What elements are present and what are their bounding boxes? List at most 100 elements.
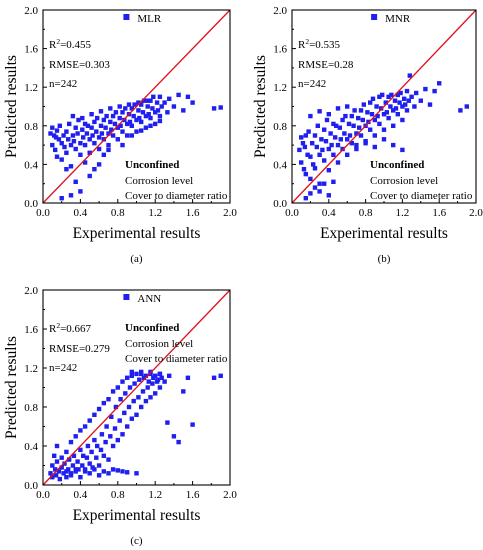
data-point	[181, 389, 186, 394]
data-point	[391, 142, 396, 148]
data-point	[109, 414, 114, 419]
data-point	[75, 459, 80, 464]
data-point	[358, 133, 364, 138]
panel-label: (c)	[130, 535, 143, 547]
data-point	[167, 373, 172, 378]
condition-title: Unconfined	[125, 159, 179, 171]
data-point	[129, 106, 134, 111]
data-point	[393, 106, 399, 111]
data-point	[115, 437, 120, 443]
data-point	[427, 102, 433, 107]
data-point	[134, 117, 139, 123]
data-point	[308, 154, 313, 159]
data-point	[108, 119, 113, 125]
data-point	[310, 141, 315, 146]
data-point	[150, 106, 155, 111]
data-point	[340, 117, 345, 123]
x-tick-label: 1.2	[148, 489, 162, 501]
data-point	[76, 467, 81, 472]
x-tick-label: 1.6	[186, 489, 200, 501]
data-point	[56, 469, 62, 474]
data-point	[343, 113, 348, 119]
data-point	[92, 467, 97, 472]
data-point	[94, 129, 99, 134]
data-point	[372, 117, 377, 123]
data-point	[136, 100, 141, 105]
data-point	[101, 137, 106, 142]
y-tick-label: 2.0	[273, 5, 287, 17]
data-point	[140, 110, 146, 115]
data-point	[157, 118, 163, 124]
data-point	[145, 98, 150, 103]
data-point	[300, 141, 306, 146]
data-point	[319, 137, 324, 142]
data-point	[354, 142, 359, 148]
data-point	[50, 475, 55, 480]
data-point	[148, 115, 153, 121]
data-point	[365, 110, 370, 115]
data-point	[432, 88, 437, 94]
data-point	[50, 463, 55, 468]
y-tick-label: 0.8	[273, 121, 287, 133]
data-point	[315, 123, 320, 128]
data-point	[352, 108, 357, 113]
data-point	[326, 146, 331, 152]
data-point	[92, 437, 97, 443]
data-point	[90, 133, 95, 138]
data-point	[317, 189, 322, 194]
data-point	[190, 100, 195, 105]
chart-panel: 0.00.0 0.4 0.4 0.8 0.8 1.2 1.2 1.6 1.6 2.0 2.0 Expe…	[3, 5, 237, 265]
x-tick-label: 2.0	[223, 489, 237, 501]
data-point	[165, 110, 170, 115]
x-tick-label: 0.8	[359, 207, 373, 219]
data-point	[354, 131, 359, 136]
data-point	[349, 113, 354, 119]
data-point	[148, 395, 153, 400]
data-point	[125, 133, 130, 138]
data-point	[148, 98, 153, 103]
data-point	[397, 100, 402, 105]
data-point	[400, 117, 405, 123]
data-point	[409, 94, 414, 99]
data-point	[64, 449, 69, 455]
y-axis-label: Predicted results	[3, 336, 20, 439]
data-point	[306, 129, 311, 134]
data-point	[143, 113, 149, 119]
legend-label: MNR	[385, 13, 411, 25]
data-point	[145, 104, 150, 109]
y-tick-label: 1.6	[273, 44, 287, 56]
data-point	[99, 432, 105, 437]
data-point	[305, 152, 310, 157]
x-tick-label: 0.0	[36, 207, 50, 219]
data-point	[87, 418, 92, 423]
data-point	[120, 110, 125, 115]
data-point	[391, 108, 396, 113]
data-point	[98, 109, 104, 114]
data-point	[125, 121, 130, 127]
data-point	[322, 181, 327, 186]
data-point	[146, 379, 151, 384]
data-point	[372, 144, 377, 150]
data-point	[153, 373, 158, 378]
data-point	[134, 471, 139, 476]
data-point	[64, 475, 69, 480]
data-point	[141, 98, 147, 103]
data-point	[139, 404, 144, 410]
data-point	[68, 473, 74, 478]
data-point	[361, 102, 366, 107]
data-point	[139, 119, 144, 125]
data-point	[120, 469, 125, 474]
data-point	[153, 121, 158, 127]
data-point	[150, 381, 155, 386]
data-point	[78, 475, 83, 480]
legend-marker	[123, 294, 130, 300]
y-tick-label: 0.4	[273, 159, 287, 171]
data-point	[64, 129, 69, 134]
data-point	[136, 108, 141, 113]
data-point	[67, 121, 72, 127]
y-tick-label: 1.6	[24, 324, 38, 336]
data-point	[115, 137, 120, 142]
data-point	[101, 469, 106, 474]
data-point	[126, 404, 132, 410]
data-point	[423, 86, 428, 92]
